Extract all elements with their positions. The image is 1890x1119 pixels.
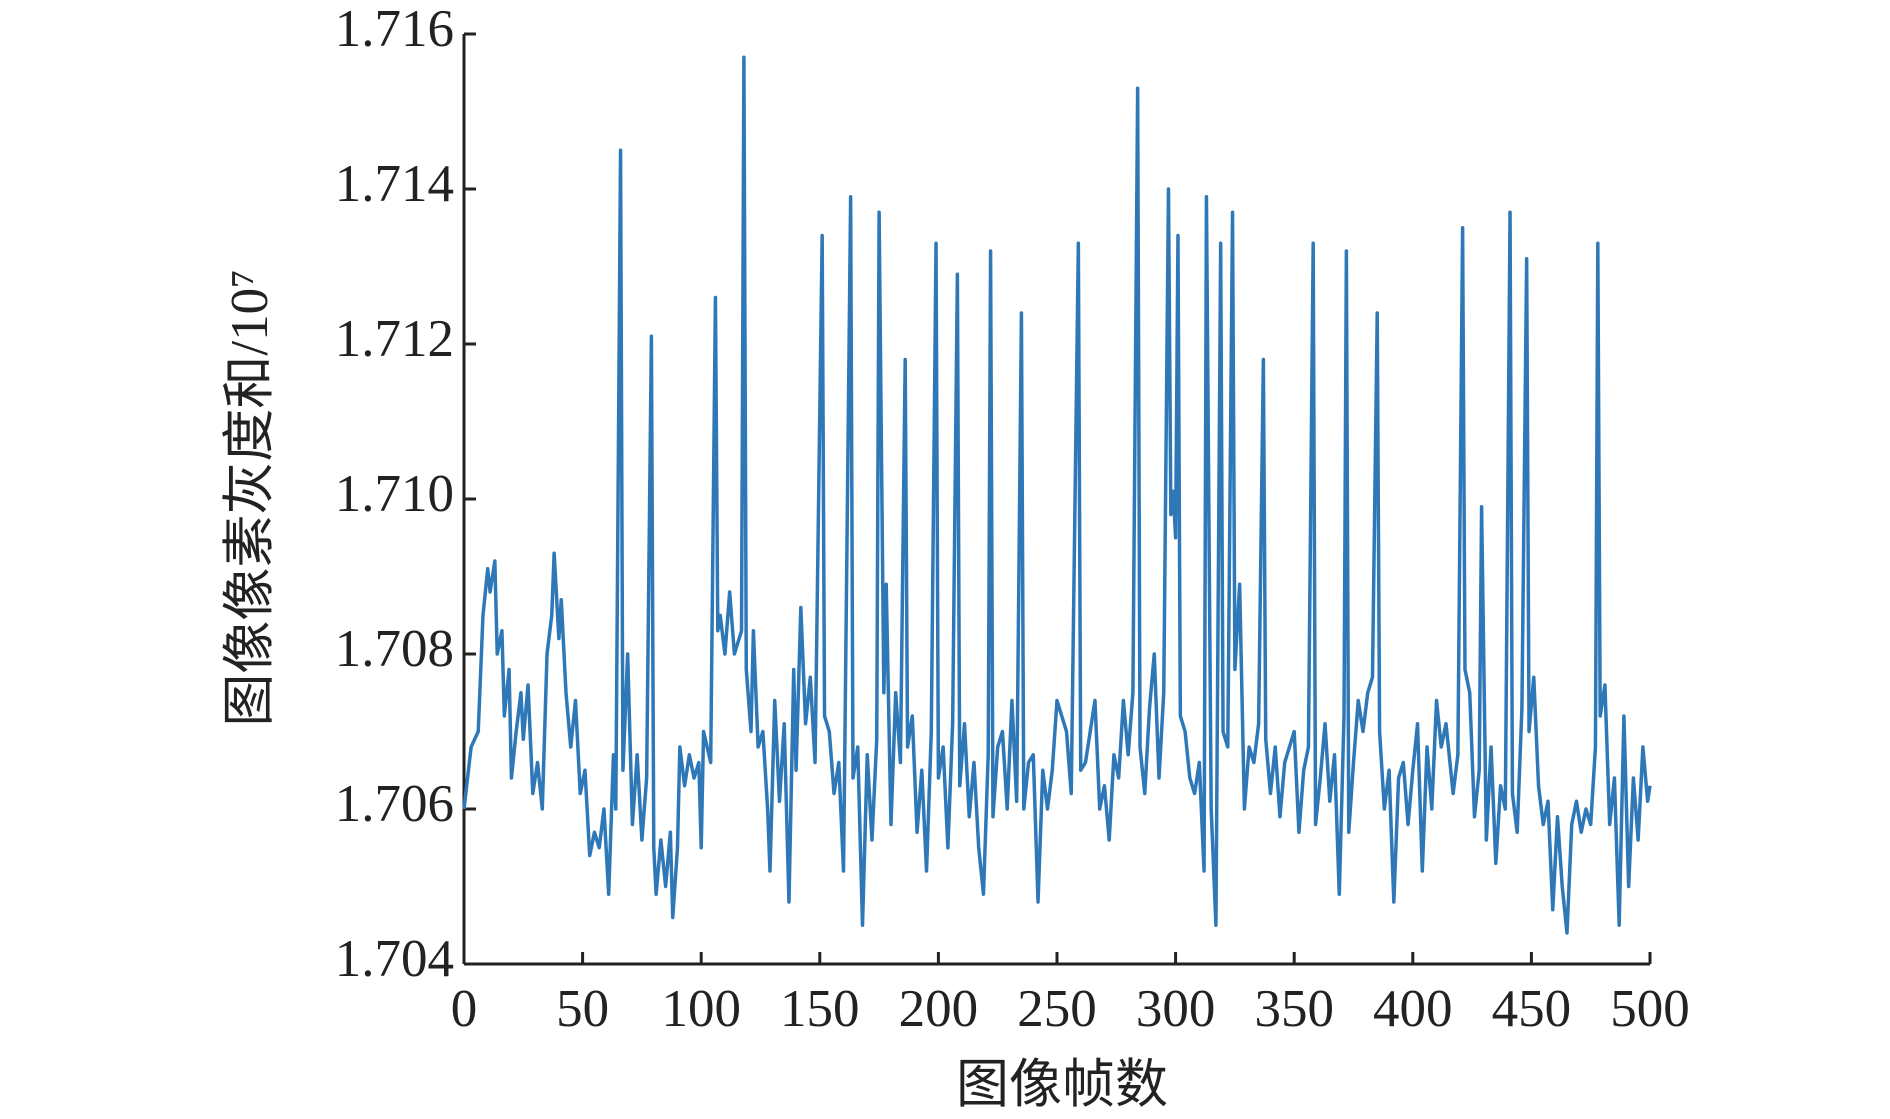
x-axis-label: 图像帧数 [956, 1056, 1168, 1114]
x-tick-label: 100 [661, 980, 741, 1038]
y-tick-label: 1.714 [335, 155, 454, 213]
x-tick-label: 200 [899, 980, 979, 1038]
x-tick-label: 150 [780, 980, 860, 1038]
x-tick-label: 450 [1492, 980, 1572, 1038]
x-tick-label: 350 [1254, 980, 1334, 1038]
y-tick-label: 1.716 [335, 0, 454, 58]
x-tick-label: 300 [1136, 980, 1216, 1038]
data-line [462, 55, 1652, 935]
y-tick-label: 1.706 [335, 775, 454, 833]
x-tick-label: 50 [556, 980, 609, 1038]
y-tick-label: 1.710 [335, 465, 454, 523]
x-tick-label: 250 [1017, 980, 1097, 1038]
y-tick-label: 1.704 [335, 930, 454, 988]
y-axis-label: 图像像素灰度和/10⁷ [221, 269, 279, 726]
x-tick-label: 500 [1610, 980, 1690, 1038]
y-tick-label: 1.712 [335, 310, 454, 368]
y-tick-label: 1.708 [335, 620, 454, 678]
x-tick-label: 400 [1373, 980, 1453, 1038]
x-tick-label: 0 [451, 980, 478, 1038]
